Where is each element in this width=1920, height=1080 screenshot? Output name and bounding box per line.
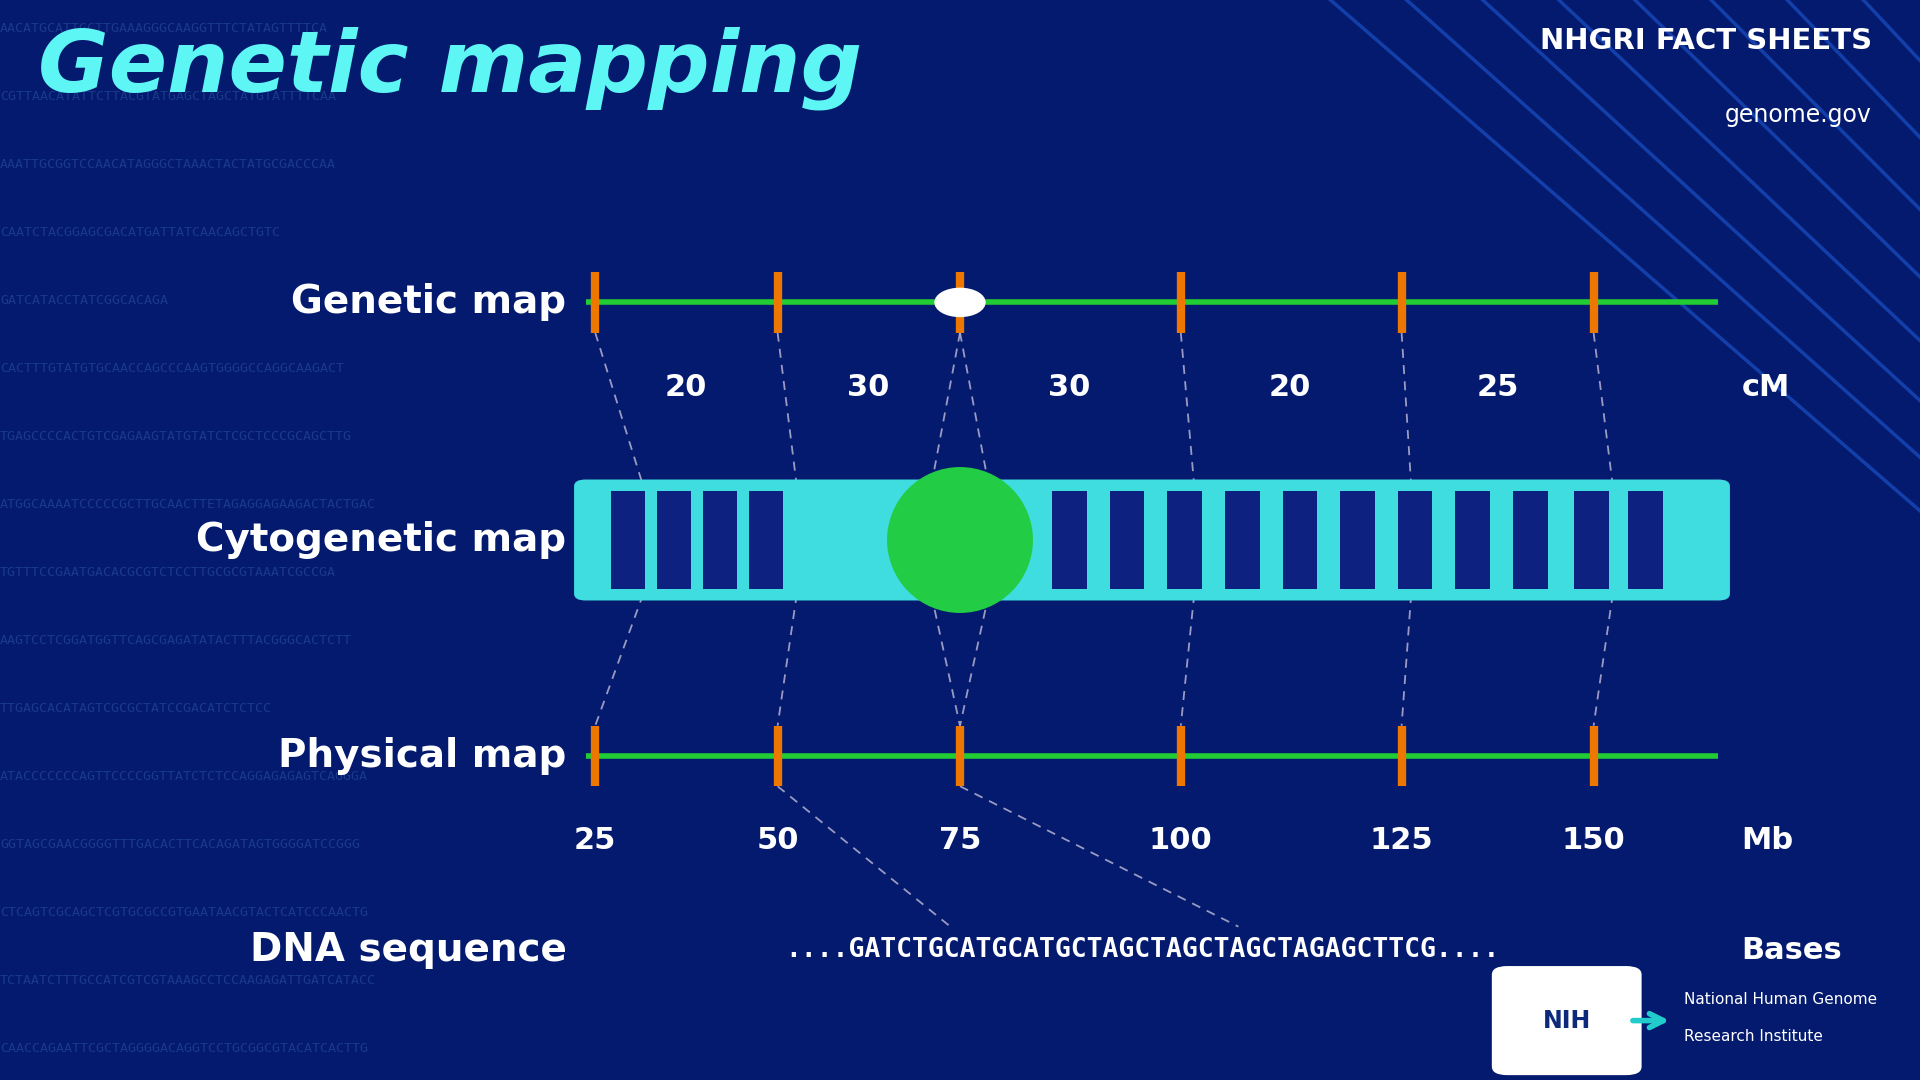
- Text: cM: cM: [1741, 373, 1789, 402]
- Bar: [749, 491, 783, 589]
- Bar: [1340, 491, 1375, 589]
- Text: DNA sequence: DNA sequence: [250, 931, 566, 970]
- Circle shape: [935, 288, 985, 316]
- Ellipse shape: [887, 467, 1033, 613]
- Text: 150: 150: [1561, 826, 1626, 855]
- Bar: [1052, 491, 1087, 589]
- Text: TCTAATCTTTGCCATCGTCGTAAAGCCTCCAAGAGATTGATCATACC: TCTAATCTTTGCCATCGTCGTAAAGCCTCCAAGAGATTGA…: [0, 974, 376, 987]
- Text: Cytogenetic map: Cytogenetic map: [196, 521, 566, 559]
- Bar: [657, 491, 691, 589]
- Text: 30: 30: [847, 373, 889, 402]
- Text: ATACCCCCCCAGTTCCCCGGTTATCTCTCCAGGAGAGAGTCAGGGA: ATACCCCCCCAGTTCCCCGGTTATCTCTCCAGGAGAGAGT…: [0, 770, 369, 783]
- Text: TGTTTCCGAATGACACGCGTCTCCTTGCGCGTAAATCGCCGA: TGTTTCCGAATGACACGCGTCTCCTTGCGCGTAAATCGCC…: [0, 566, 336, 579]
- Bar: [703, 491, 737, 589]
- FancyBboxPatch shape: [948, 480, 1730, 600]
- Text: CGTTAACATATTCTTACGTATGAGCTAGCTATGTATTTTCAA: CGTTAACATATTCTTACGTATGAGCTAGCTATGTATTTTC…: [0, 90, 336, 103]
- Text: 50: 50: [756, 826, 799, 855]
- Text: CACTTTGTATGTGCAACCAGCCCAAGTGGGGCCAGGCAAGACT: CACTTTGTATGTGCAACCAGCCCAAGTGGGGCCAGGCAAG…: [0, 362, 344, 375]
- Text: NHGRI FACT SHEETS: NHGRI FACT SHEETS: [1540, 27, 1872, 55]
- Text: Bases: Bases: [1741, 936, 1841, 964]
- Text: CTCAGTCGCAGCTCGTGCGCCGTGAATAACGTACTCATCCCAACTG: CTCAGTCGCAGCTCGTGCGCCGTGAATAACGTACTCATCC…: [0, 906, 369, 919]
- Text: National Human Genome: National Human Genome: [1684, 991, 1878, 1007]
- Text: 25: 25: [574, 826, 616, 855]
- Text: Research Institute: Research Institute: [1684, 1029, 1822, 1044]
- Text: Genetic map: Genetic map: [292, 283, 566, 322]
- FancyBboxPatch shape: [574, 480, 972, 600]
- Text: ....GATCTGCATGCATGCTAGCTAGCTAGCTAGAGCTTCG....: ....GATCTGCATGCATGCTAGCTAGCTAGCTAGAGCTTC…: [785, 937, 1500, 963]
- Bar: [1283, 491, 1317, 589]
- Bar: [1455, 491, 1490, 589]
- Bar: [1167, 491, 1202, 589]
- Text: AACATGCATTGCTTGAAAGGGCAAGGTTTCTATAGTTTTCA: AACATGCATTGCTTGAAAGGGCAAGGTTTCTATAGTTTTC…: [0, 22, 328, 35]
- Bar: [1225, 491, 1260, 589]
- Text: TTGAGCACATAGTCGCGCTATCCGACATCTCTCC: TTGAGCACATAGTCGCGCTATCCGACATCTCTCC: [0, 702, 273, 715]
- FancyBboxPatch shape: [1492, 966, 1642, 1076]
- Text: 25: 25: [1476, 373, 1519, 402]
- Text: 20: 20: [1269, 373, 1311, 402]
- Text: 100: 100: [1148, 826, 1213, 855]
- Text: AAATTGCGGTCCAACATAGGGCTAAACTACTATGCGACCCAA: AAATTGCGGTCCAACATAGGGCTAAACTACTATGCGACCC…: [0, 158, 336, 171]
- Text: 75: 75: [939, 826, 981, 855]
- Bar: [1574, 491, 1609, 589]
- Text: 30: 30: [1048, 373, 1091, 402]
- Text: 20: 20: [664, 373, 707, 402]
- Text: ATGGCAAAATCCCCCGCTTGCAACTTETAGAGGAGAAGACTACTGAC: ATGGCAAAATCCCCCGCTTGCAACTTETAGAGGAGAAGAC…: [0, 498, 376, 511]
- Bar: [1513, 491, 1548, 589]
- Text: 125: 125: [1369, 826, 1434, 855]
- Bar: [611, 491, 645, 589]
- Bar: [1110, 491, 1144, 589]
- Text: AAGTCCTCGGATGGTTCAGCGAGATATACTTTACGGGCACTCTT: AAGTCCTCGGATGGTTCAGCGAGATATACTTTACGGGCAC…: [0, 634, 351, 647]
- Text: Physical map: Physical map: [278, 737, 566, 775]
- Text: TGAGCCCCACTGTCGAGAAGTATGTATCTCGCTCCCGCAGCTTG: TGAGCCCCACTGTCGAGAAGTATGTATCTCGCTCCCGCAG…: [0, 430, 351, 443]
- Text: NIH: NIH: [1542, 1009, 1592, 1032]
- Bar: [1398, 491, 1432, 589]
- Text: Genetic mapping: Genetic mapping: [38, 27, 862, 110]
- Text: Mb: Mb: [1741, 826, 1793, 855]
- Text: GGTAGCGAACGGGGTTTGACACTTCACAGATAGTGGGGATCCGGG: GGTAGCGAACGGGGTTTGACACTTCACAGATAGTGGGGAT…: [0, 838, 361, 851]
- Bar: [1628, 491, 1663, 589]
- Text: genome.gov: genome.gov: [1726, 103, 1872, 126]
- Text: GATCATACCTATCGGCACAGA: GATCATACCTATCGGCACAGA: [0, 294, 169, 307]
- Text: CAATCTACGGAGCGACATGATTATCAACAGCTGTC: CAATCTACGGAGCGACATGATTATCAACAGCTGTC: [0, 226, 280, 239]
- Text: CAACCAGAATTCGCTAGGGGACAGGTCCTGCGGCGTACATCACTTG: CAACCAGAATTCGCTAGGGGACAGGTCCTGCGGCGTACAT…: [0, 1042, 369, 1055]
